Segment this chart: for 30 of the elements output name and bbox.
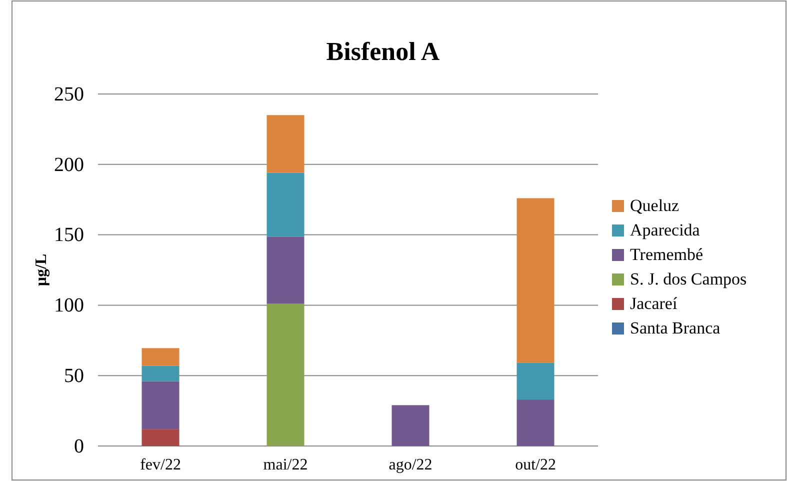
legend-label: Tremembé <box>630 245 704 264</box>
y-axis-title: µg/L <box>33 254 50 286</box>
legend-label: Queluz <box>630 196 680 215</box>
legend-label: Jacareí <box>630 294 678 313</box>
y-tick-label: 100 <box>54 294 84 317</box>
y-tick-label: 0 <box>74 435 84 458</box>
bar <box>392 405 430 446</box>
bar <box>266 304 304 446</box>
y-tick-label: 250 <box>54 83 84 106</box>
legend-label: S. J. dos Campos <box>630 270 747 288</box>
x-tick-label: mai/22 <box>263 456 308 474</box>
legend-label: Aparecida <box>630 220 700 240</box>
x-tick-label: ago/22 <box>388 456 432 474</box>
chart-title: Bisfenol A <box>326 37 440 66</box>
bar <box>516 198 554 363</box>
bar <box>266 115 304 173</box>
bar <box>142 348 180 366</box>
bar <box>142 366 180 382</box>
x-tick-label: out/22 <box>515 456 556 474</box>
bar <box>516 400 554 446</box>
y-tick-label: 150 <box>54 224 84 246</box>
legend-label: Santa Branca <box>630 318 721 338</box>
bar <box>142 381 180 430</box>
y-tick-label: 50 <box>64 365 84 387</box>
bar <box>142 429 180 446</box>
bar <box>266 236 304 304</box>
bar <box>266 172 304 237</box>
x-tick-label: fev/22 <box>140 456 181 474</box>
bar <box>516 362 554 400</box>
y-tick-label: 200 <box>54 154 84 176</box>
